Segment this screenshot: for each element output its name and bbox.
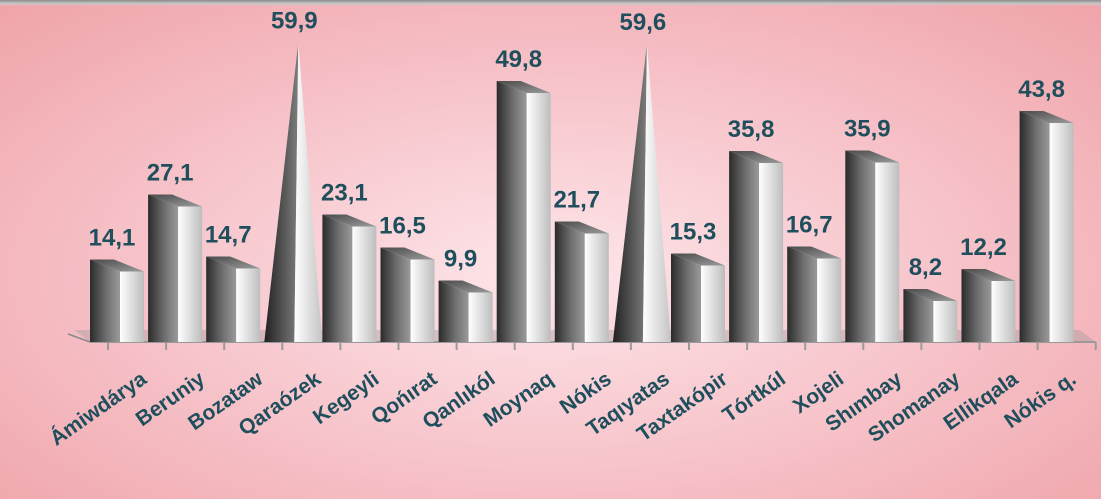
bar-light-face bbox=[468, 292, 493, 342]
bar-top-face bbox=[496, 81, 551, 93]
bar-9 bbox=[554, 221, 609, 342]
bar-dark-face bbox=[438, 280, 469, 342]
bar-light-face bbox=[526, 93, 551, 342]
value-label: 16,7 bbox=[786, 212, 833, 239]
bar-dark-face bbox=[496, 81, 527, 342]
bar-top-face bbox=[380, 247, 435, 260]
bar-dark-face bbox=[554, 221, 585, 342]
bar-light-face bbox=[120, 271, 144, 342]
value-label: 27,1 bbox=[147, 160, 194, 187]
bar-2 bbox=[148, 194, 203, 342]
category-labels: ÁmiwdáryaBeruniyBozatawQaraózekKegeyliQo… bbox=[46, 367, 1081, 450]
bar-light-face bbox=[817, 258, 842, 342]
bar-11 bbox=[671, 253, 725, 342]
bar-15 bbox=[903, 289, 958, 342]
bar-top-face bbox=[90, 259, 144, 272]
value-label: 43,8 bbox=[1018, 76, 1065, 103]
bar-dark-face bbox=[322, 214, 353, 342]
bar-light-face bbox=[701, 265, 725, 342]
bar-top-face bbox=[903, 289, 958, 301]
bar-dark-face bbox=[380, 247, 411, 342]
bar-top-face bbox=[671, 253, 725, 266]
value-label: 9,9 bbox=[444, 246, 477, 273]
value-label: 16,5 bbox=[379, 213, 426, 240]
bar-light-face bbox=[991, 281, 1016, 342]
bar-8 bbox=[496, 81, 551, 342]
bars bbox=[90, 42, 1074, 342]
value-label: 12,2 bbox=[960, 234, 1007, 261]
bar-top-face bbox=[1019, 111, 1074, 123]
bar-light-face bbox=[178, 206, 203, 342]
pyramid-right-face bbox=[642, 44, 671, 342]
bar-light-face bbox=[875, 162, 900, 342]
bar-17 bbox=[1019, 111, 1074, 342]
bar-light-face bbox=[584, 233, 609, 342]
bar-light-face bbox=[410, 259, 435, 342]
floor-edge bbox=[67, 333, 91, 343]
bar-dark-face bbox=[1019, 111, 1050, 342]
bar-12 bbox=[729, 151, 784, 342]
bar-light-face bbox=[1049, 123, 1074, 342]
bar-5 bbox=[322, 214, 377, 342]
bar-top-face bbox=[322, 214, 377, 227]
category-label: Kegeyli bbox=[309, 367, 383, 429]
bar-dark-face bbox=[148, 194, 179, 342]
bar-13 bbox=[787, 246, 842, 342]
bar-10 bbox=[612, 44, 671, 342]
pyramid-left-face bbox=[612, 44, 647, 342]
bar-top-face bbox=[787, 246, 842, 259]
pyramid-right-face bbox=[294, 42, 323, 342]
bar-7 bbox=[438, 280, 493, 342]
bar-dark-face bbox=[787, 246, 818, 342]
bar-dark-face bbox=[729, 151, 760, 342]
value-label: 8,2 bbox=[909, 254, 942, 281]
bar-dark-face bbox=[961, 269, 992, 342]
value-label: 23,1 bbox=[321, 180, 368, 207]
value-label: 59,9 bbox=[271, 8, 318, 35]
bar-top-face bbox=[148, 194, 203, 207]
bar-dark-face bbox=[90, 259, 120, 342]
bar-top-face bbox=[961, 269, 1016, 281]
bar-4 bbox=[264, 42, 323, 342]
value-label: 21,7 bbox=[553, 187, 600, 214]
value-label: 14,1 bbox=[89, 225, 136, 252]
bar-16 bbox=[961, 269, 1016, 342]
value-label: 49,8 bbox=[495, 46, 542, 73]
value-label: 14,7 bbox=[205, 222, 252, 249]
value-label: 35,9 bbox=[844, 116, 891, 143]
bar-light-face bbox=[236, 268, 261, 342]
bar-top-face bbox=[438, 280, 493, 293]
bar-top-face bbox=[554, 221, 609, 234]
pyramid-left-face bbox=[264, 42, 299, 342]
bar-dark-face bbox=[206, 256, 237, 342]
bar-dark-face bbox=[671, 253, 701, 342]
value-labels: 14,1 27,1 14,7 59,9 23,1 16,5 9,9 49,8 21,7 59,6 1… bbox=[89, 8, 1065, 282]
bar-6 bbox=[380, 247, 435, 342]
top-border bbox=[0, 0, 1101, 6]
bar-light-face bbox=[933, 301, 958, 342]
bar-light-face bbox=[759, 163, 784, 342]
bar-14 bbox=[845, 150, 900, 342]
bar-dark-face bbox=[903, 289, 934, 342]
category-label: Tórtkúl bbox=[718, 367, 789, 427]
bar-top-face bbox=[845, 150, 900, 163]
value-label: 59,6 bbox=[620, 9, 667, 36]
bar-top-face bbox=[729, 151, 784, 163]
bar-light-face bbox=[352, 226, 377, 342]
bar-1 bbox=[90, 259, 144, 342]
bar-top-face bbox=[206, 256, 261, 269]
bar-3 bbox=[206, 256, 261, 342]
bar-dark-face bbox=[845, 150, 876, 342]
value-label: 15,3 bbox=[670, 219, 717, 246]
value-label: 35,8 bbox=[728, 116, 775, 143]
